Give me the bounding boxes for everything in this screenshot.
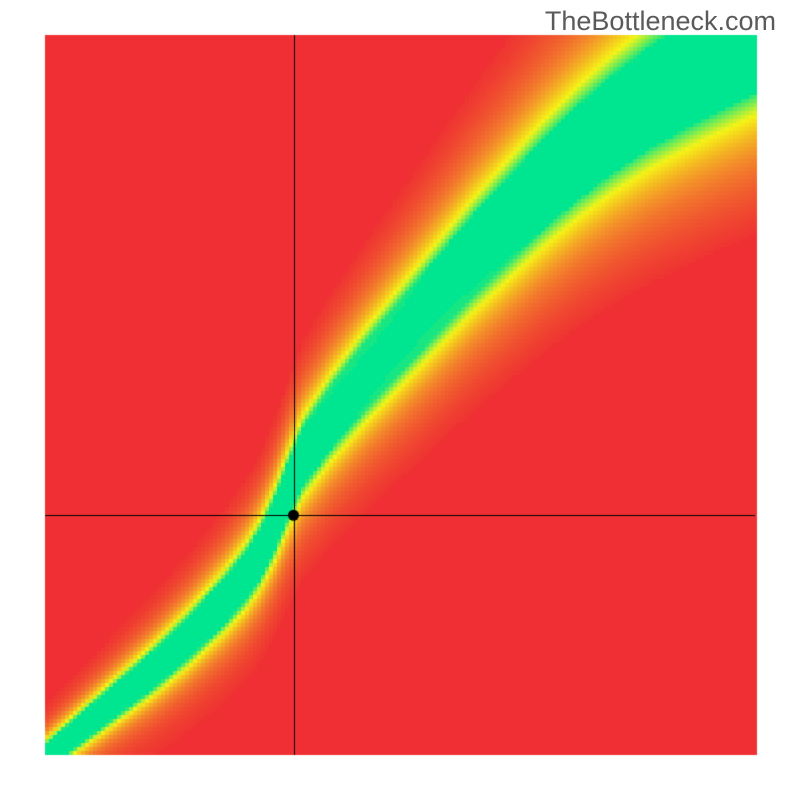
watermark-text: TheBottleneck.com (545, 6, 776, 37)
bottleneck-heatmap (0, 0, 800, 800)
chart-container: { "watermark": { "text": "TheBottleneck.… (0, 0, 800, 800)
